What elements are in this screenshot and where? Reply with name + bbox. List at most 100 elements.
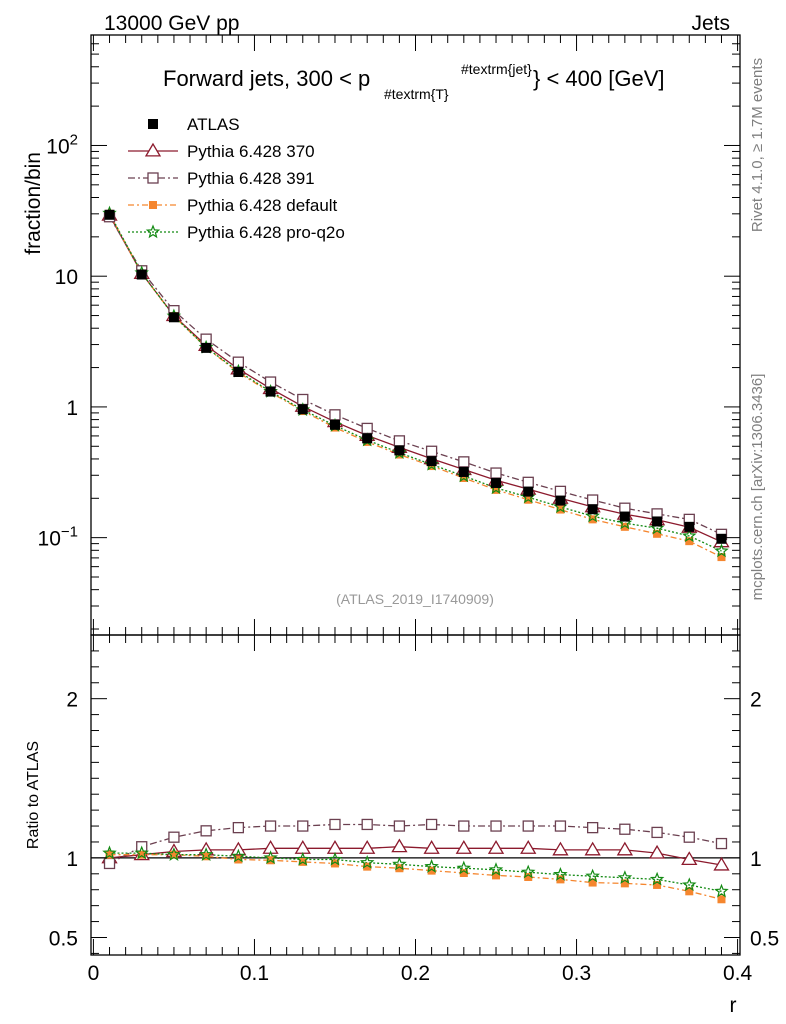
x-axis-label: r — [730, 994, 737, 1017]
ratio-line-pythia-6-428-default — [109, 854, 722, 900]
ratio-point-pythia-6-428-default — [363, 862, 372, 871]
ratio-point-pythia-6-428-default — [427, 866, 436, 875]
legend-entry-pythia-6-428-pro-q2o: Pythia 6.428 pro-q2o — [128, 223, 345, 242]
ratio-point-pythia-6-428-pro-q2o — [649, 871, 665, 886]
main-y-tick-label: 1 — [66, 397, 78, 420]
ratio-point-pythia-6-428-pro-q2o — [682, 877, 697, 892]
main-y-tick-label: 10−1 — [38, 524, 78, 551]
point-atlas — [523, 486, 534, 497]
energy-label: 13000 GeV pp — [104, 12, 239, 35]
ratio-point-pythia-6-428-pro-q2o — [198, 847, 214, 861]
legend-marker-pythia-6-428-pro-q2o — [145, 224, 161, 239]
ratio-point-pythia-6-428-391 — [522, 820, 534, 832]
title-main: Forward jets, 300 < p — [163, 66, 370, 91]
point-atlas — [426, 456, 437, 467]
point-pythia-6-428-default — [717, 553, 726, 562]
legend-marker-pythia-6-428-370 — [144, 142, 162, 157]
ratio-point-pythia-6-428-391 — [458, 820, 470, 832]
legend-entry-pythia-6-428-391: Pythia 6.428 391 — [128, 169, 315, 188]
ratio-point-pythia-6-428-default — [588, 878, 597, 887]
point-atlas — [233, 366, 244, 377]
point-pythia-6-428-default — [620, 522, 629, 531]
title-subscript: #textrm{T} — [384, 86, 449, 102]
legend-label: Pythia 6.428 pro-q2o — [187, 223, 345, 242]
ratio-point-pythia-6-428-370 — [326, 840, 344, 854]
ratio-point-pythia-6-428-pro-q2o — [392, 856, 407, 871]
ratio-point-pythia-6-428-370 — [391, 838, 408, 853]
series-line-pythia-6-428-pro-q2o — [108, 212, 722, 552]
title-end: } < 400 [GeV] — [533, 66, 664, 91]
ratio-point-pythia-6-428-pro-q2o — [231, 848, 246, 863]
ratio-point-pythia-6-428-391 — [683, 831, 695, 843]
main-y-axis-label: fraction/bin — [22, 152, 45, 255]
ratio-point-pythia-6-428-pro-q2o — [295, 851, 311, 866]
ratio-point-pythia-6-428-370 — [455, 840, 472, 854]
legend-entry-atlas: ATLAS — [148, 115, 240, 134]
ratio-point-pythia-6-428-370 — [616, 841, 633, 856]
ratio-point-pythia-6-428-default — [330, 859, 339, 868]
point-pythia-6-428-pro-q2o — [714, 543, 729, 558]
x-tick-label: 0.4 — [723, 962, 753, 985]
point-pythia-6-428-391 — [490, 467, 502, 479]
ratio-line-pythia-6-428-370 — [109, 846, 722, 866]
legend-label: Pythia 6.428 default — [187, 196, 338, 215]
ratio-point-pythia-6-428-391 — [586, 821, 599, 834]
legend-label: ATLAS — [187, 115, 240, 134]
ratio-y-tick-label-right: 1 — [750, 848, 762, 871]
point-atlas — [587, 504, 598, 515]
main-y-tick-label: 10 — [55, 266, 78, 289]
main-panel: 10−1 1 10 102 — [38, 34, 741, 636]
legend-marker-pythia-6-428-default — [149, 201, 157, 209]
title-superscript: #textrm{jet} — [461, 61, 532, 77]
ratio-point-pythia-6-428-pro-q2o — [102, 845, 117, 860]
ratio-point-pythia-6-428-default — [653, 880, 662, 889]
point-atlas — [297, 404, 308, 415]
point-pythia-6-428-391 — [458, 456, 470, 468]
ratio-point-pythia-6-428-pro-q2o — [553, 866, 568, 881]
legend-entry-pythia-6-428-370: Pythia 6.428 370 — [128, 142, 315, 161]
ratio-point-pythia-6-428-default — [459, 869, 468, 878]
ratio-point-pythia-6-428-default — [717, 895, 726, 904]
ratio-point-pythia-6-428-pro-q2o — [134, 845, 149, 860]
ratio-point-pythia-6-428-pro-q2o — [327, 851, 343, 866]
ratio-point-pythia-6-428-pro-q2o — [263, 850, 278, 865]
legend-marker-atlas — [148, 119, 158, 129]
point-atlas — [394, 445, 405, 456]
point-atlas — [168, 312, 179, 323]
ratio-point-pythia-6-428-pro-q2o — [166, 847, 182, 861]
ratio-frame — [90, 634, 741, 956]
ratio-point-pythia-6-428-391 — [619, 823, 631, 835]
ratio-point-pythia-6-428-default — [137, 850, 146, 859]
ratio-point-pythia-6-428-default — [105, 850, 114, 859]
ratio-point-pythia-6-428-391 — [490, 820, 502, 832]
point-atlas — [684, 521, 695, 532]
point-pythia-6-428-default — [685, 537, 694, 546]
x-tick-label: 0.1 — [240, 962, 269, 985]
ratio-point-pythia-6-428-pro-q2o — [359, 855, 375, 869]
ratio-point-pythia-6-428-391 — [232, 821, 245, 834]
x-tick-label: 0 — [88, 962, 100, 985]
ratio-point-pythia-6-428-370 — [584, 841, 601, 856]
ratio-point-pythia-6-428-pro-q2o — [520, 864, 536, 879]
ratio-point-pythia-6-428-391 — [264, 820, 277, 832]
point-atlas — [265, 386, 276, 397]
ratio-point-pythia-6-428-370 — [520, 840, 537, 854]
analysis-watermark: (ATLAS_2019_I1740909) — [336, 591, 494, 607]
ratio-point-pythia-6-428-391 — [297, 820, 309, 832]
ratio-y-tick-label-right: 2 — [750, 689, 762, 712]
point-pythia-6-428-pro-q2o — [682, 528, 697, 543]
ratio-point-pythia-6-428-pro-q2o — [488, 862, 504, 877]
legend-label: Pythia 6.428 391 — [187, 169, 315, 188]
point-pythia-6-428-391 — [522, 476, 534, 488]
ratio-point-pythia-6-428-391 — [361, 818, 373, 831]
point-pythia-6-428-391 — [361, 422, 373, 435]
point-atlas — [652, 516, 663, 527]
ratio-point-pythia-6-428-370 — [648, 844, 666, 859]
ratio-point-pythia-6-428-391 — [103, 857, 116, 870]
ratio-point-pythia-6-428-391 — [651, 826, 663, 839]
ratio-point-pythia-6-428-391 — [393, 820, 406, 832]
ratio-point-pythia-6-428-391 — [715, 837, 728, 850]
ratio-point-pythia-6-428-pro-q2o — [585, 868, 600, 883]
point-atlas — [716, 533, 727, 544]
